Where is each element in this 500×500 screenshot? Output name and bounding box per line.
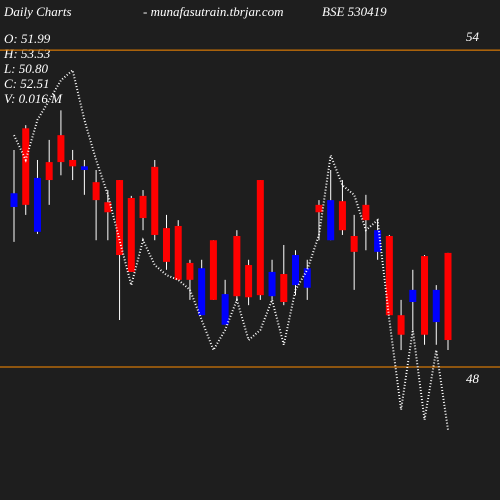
candle-body <box>315 204 323 213</box>
candle-body <box>385 236 393 316</box>
candle-body <box>221 294 229 325</box>
ohlc-info: O: 51.99 <box>4 31 51 46</box>
site-name: - munafasutrain.tbrjar.com <box>143 4 283 19</box>
candle-body <box>280 274 288 303</box>
candle-body <box>174 225 182 280</box>
candle-body <box>350 236 358 252</box>
candle-body <box>139 195 147 219</box>
candle-body <box>22 128 30 205</box>
candle-body <box>245 265 253 298</box>
candle-body <box>268 271 276 297</box>
candle-body <box>69 159 77 167</box>
candle-body <box>10 193 18 207</box>
candle-body <box>362 204 370 221</box>
candle-body <box>256 180 264 296</box>
candle-body <box>233 236 241 297</box>
candle-body <box>338 201 346 231</box>
candle-body <box>397 315 405 335</box>
candle-body <box>57 135 65 163</box>
ohlc-info: L: 50.80 <box>3 61 49 76</box>
ohlc-info: V: 0.016 M <box>4 91 63 106</box>
candle-body <box>209 240 217 300</box>
candle-body <box>80 166 88 171</box>
candle-body <box>116 180 124 256</box>
candle-body <box>198 268 206 316</box>
candle-body <box>45 162 53 181</box>
candle-body <box>303 268 311 288</box>
candle-body <box>104 202 112 213</box>
candle-body <box>162 228 170 262</box>
candle-body <box>421 256 429 335</box>
candle-body <box>292 255 300 286</box>
ohlc-info: C: 52.51 <box>4 76 50 91</box>
candle-body <box>151 166 159 235</box>
candle-body <box>33 177 41 232</box>
candle-body <box>374 230 382 252</box>
candle-body <box>92 182 100 201</box>
candle-body <box>432 289 440 323</box>
ohlc-info: H: 53.53 <box>3 46 51 61</box>
candle-body <box>444 252 452 341</box>
candle-body <box>409 289 417 303</box>
symbol: BSE 530419 <box>322 4 387 19</box>
y-tick-label: 54 <box>466 29 480 44</box>
chart-title: Daily Charts <box>3 4 72 19</box>
y-tick-label: 48 <box>466 371 480 386</box>
candle-body <box>186 262 194 280</box>
candle-body <box>327 200 335 241</box>
candle-body <box>127 197 135 272</box>
